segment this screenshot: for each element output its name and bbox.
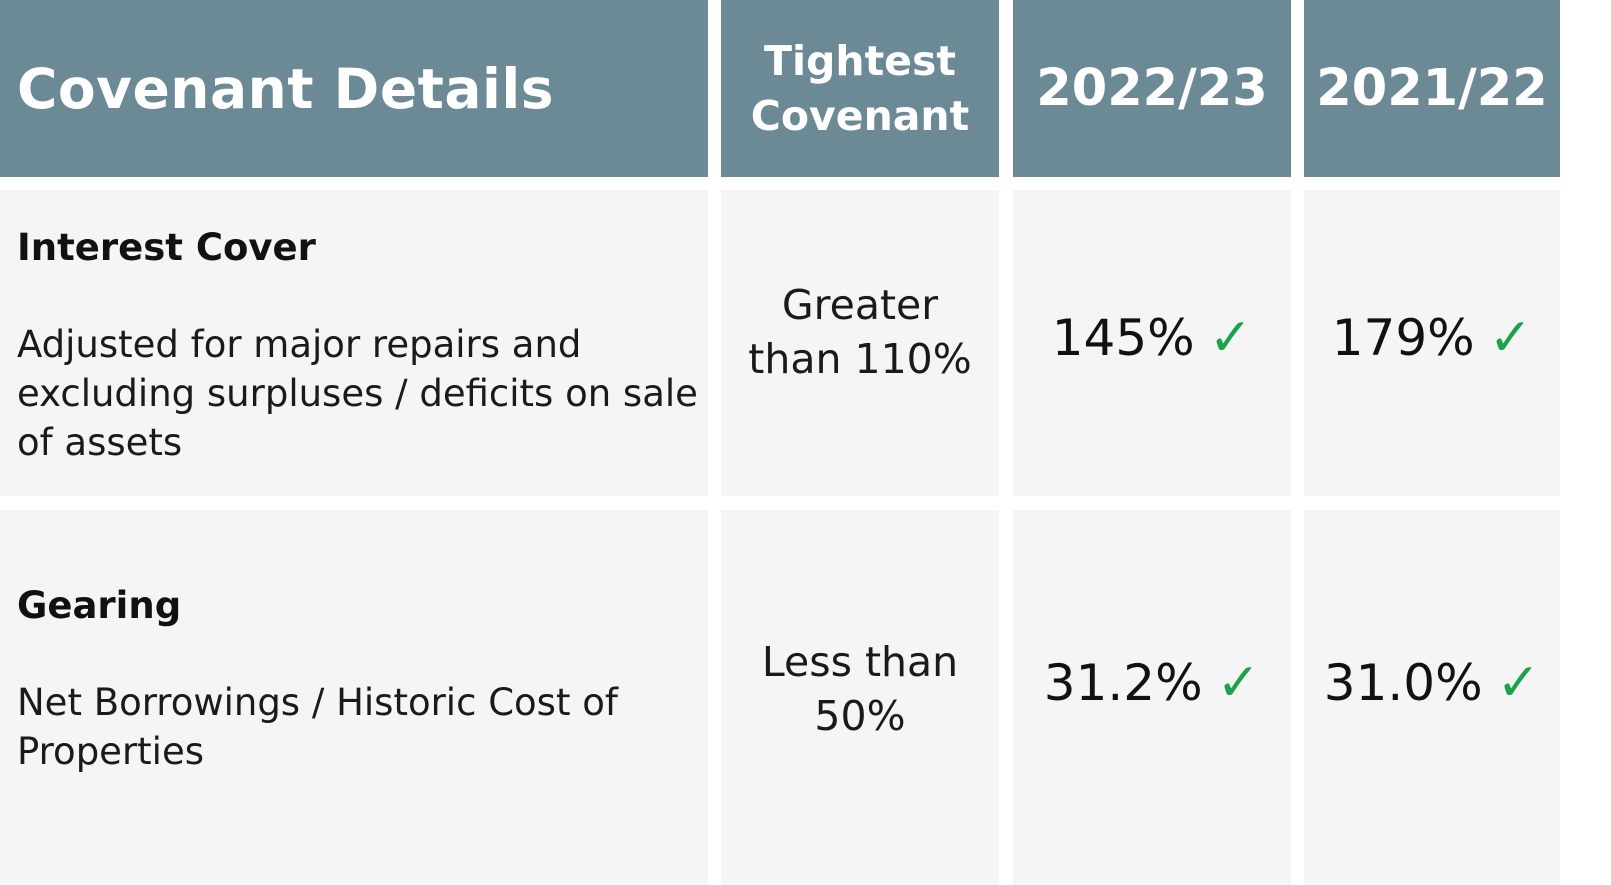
value-text: 179% [1331,309,1475,367]
value-text: 31.2% [1043,653,1203,712]
value-current: 145% ✓ [1052,308,1253,368]
check-icon: ✓ [1208,308,1253,368]
header-year-prior: 2021/22 [1316,59,1548,118]
table-row-interest-cover-desc-cell: Interest Cover Adjusted for major repair… [0,190,708,496]
table-row-gearing-covenant-cell: Less than 50% [721,510,999,885]
header-year-current: 2022/23 [1036,59,1268,118]
row-title: Gearing [17,584,182,627]
table-row-gearing-current-cell: 31.2% ✓ [1013,510,1291,885]
row-title: Interest Cover [17,226,316,269]
table-row-gearing-prior-cell: 31.0% ✓ [1304,510,1560,885]
covenant-threshold: Less than 50% [761,637,959,740]
header-title-cell: Covenant Details [0,0,708,177]
table-row-gearing-desc-cell: Gearing Net Borrowings / Historic Cost o… [0,510,708,885]
row-description: Adjusted for major repairs and excluding… [17,323,698,464]
table-row-interest-cover-prior-cell: 179% ✓ [1304,190,1560,496]
value-prior: 179% ✓ [1332,308,1533,368]
value-text: 31.0% [1323,653,1483,712]
header-year-current-cell: 2022/23 [1013,0,1291,177]
header-year-prior-cell: 2021/22 [1304,0,1560,177]
check-icon: ✓ [1216,652,1261,713]
table-row-interest-cover-covenant-cell: Greater than 110% [721,190,999,496]
value-text: 145% [1051,309,1195,367]
covenant-threshold: Greater than 110% [748,281,972,383]
value-prior: 31.0% ✓ [1324,653,1540,713]
page-title: Covenant Details [17,56,554,121]
value-current: 31.2% ✓ [1044,653,1260,713]
row-description: Net Borrowings / Historic Cost of Proper… [17,681,618,773]
header-covenant-label: Tightest Covenant [750,36,970,140]
check-icon: ✓ [1488,308,1533,368]
check-icon: ✓ [1496,652,1541,713]
table-row-interest-cover-current-cell: 145% ✓ [1013,190,1291,496]
header-covenant-cell: Tightest Covenant [721,0,999,177]
